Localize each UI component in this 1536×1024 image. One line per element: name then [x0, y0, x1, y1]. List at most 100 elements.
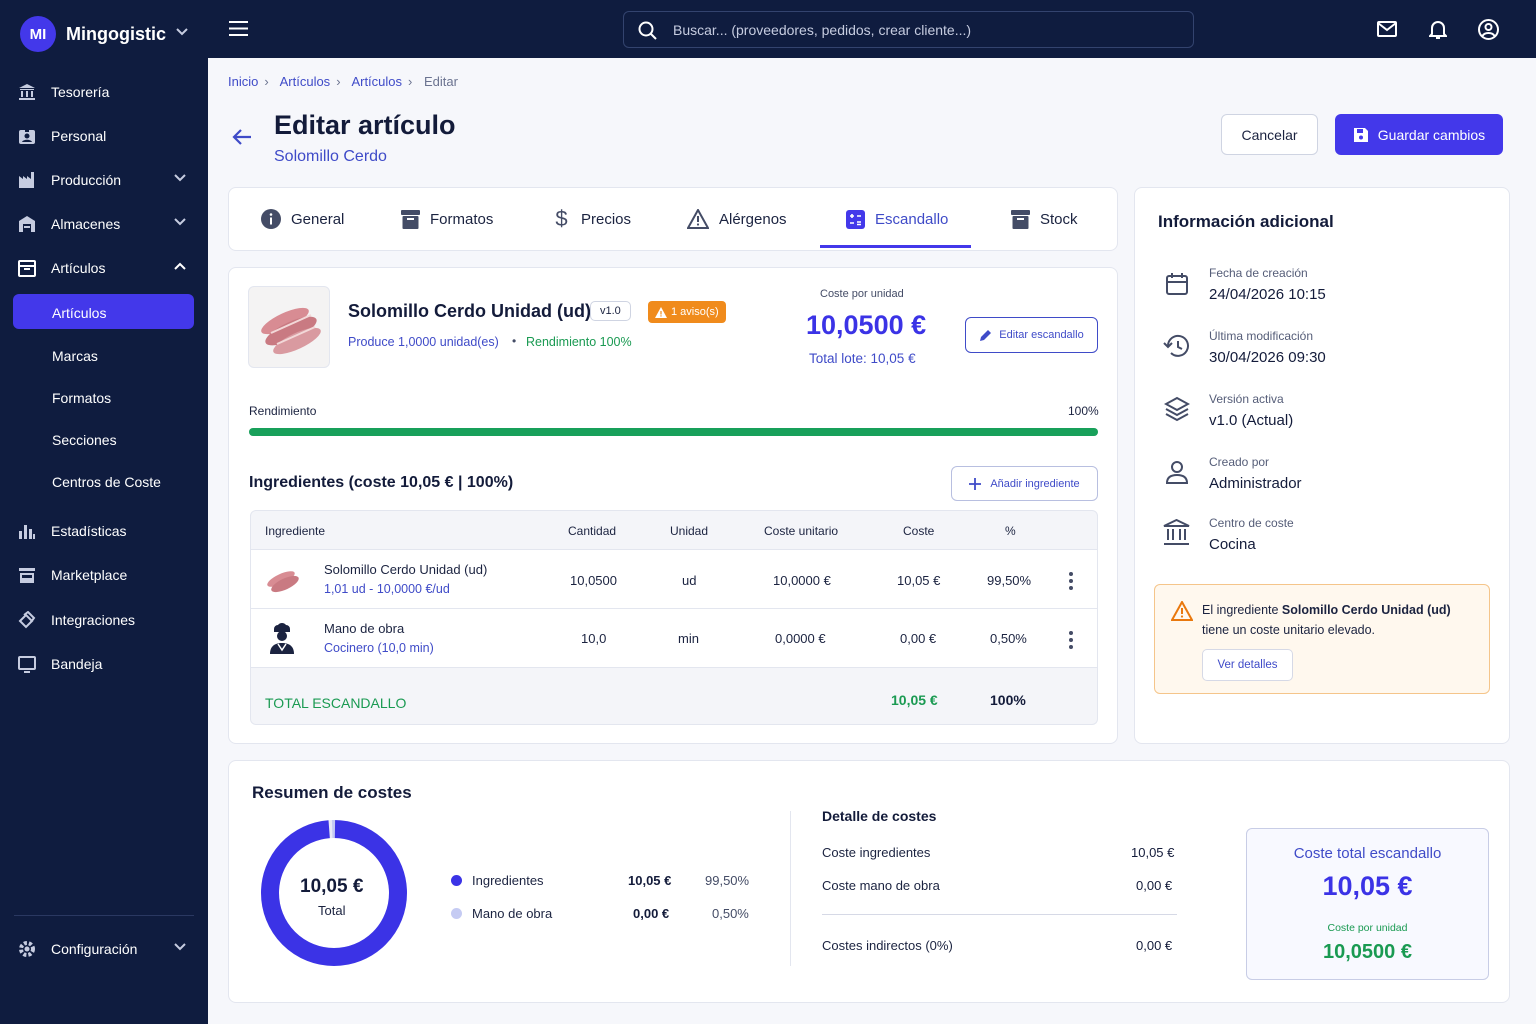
box-icon — [1011, 209, 1030, 229]
sidebar-subitem-active-bg — [13, 294, 194, 329]
bell-icon[interactable] — [1429, 19, 1447, 40]
sidebar-item-label: Tesorería — [51, 84, 110, 100]
donut-center-label: Total — [318, 903, 346, 918]
ingredients-title: Ingredientes (coste 10,05 € | 100%) — [249, 474, 514, 491]
cost-donut-chart — [261, 820, 407, 966]
sidebar-item-produccion[interactable]: Producción — [0, 160, 208, 200]
yield-text: Rendimiento 100% — [526, 335, 632, 349]
legend-dot-mano-de-obra — [451, 908, 462, 919]
tab-label: Formatos — [430, 210, 494, 228]
warning-badge[interactable]: 1 aviso(s) — [648, 301, 726, 323]
tab-formatos[interactable]: Formatos — [401, 188, 493, 250]
detail-label: Coste ingredientes — [822, 845, 931, 860]
breadcrumb-articulos[interactable]: Artículos — [279, 74, 331, 89]
sidebar-subitem-articulos[interactable]: Artículos — [52, 305, 107, 321]
sidebar-item-marketplace[interactable]: Marketplace — [0, 555, 208, 595]
bullet-separator: • — [512, 334, 517, 348]
info-value: 24/04/2026 10:15 — [1209, 286, 1326, 303]
sidebar-divider — [14, 915, 194, 916]
breadcrumb-inicio[interactable]: Inicio — [228, 74, 259, 89]
chevron-down-icon[interactable] — [176, 28, 188, 36]
unit-cost-value: 10,0500 € — [1323, 941, 1412, 963]
legend-name: Ingredientes — [472, 873, 544, 888]
ingredient-cost: 0,00 € — [900, 631, 937, 646]
table-row[interactable]: Solomillo Cerdo Unidad (ud) 1,01 ud - 10… — [250, 550, 1098, 609]
yield-progress-fill — [249, 428, 1098, 436]
chevron-down-icon — [174, 943, 186, 951]
warning-text: El ingrediente Solomillo Cerdo Unidad (u… — [1202, 600, 1482, 640]
view-details-button[interactable]: Ver detalles — [1202, 649, 1293, 681]
donut-segment-mano-de-obra — [261, 820, 407, 966]
ingredient-unit-cost: 10,0000 € — [773, 573, 831, 588]
sidebar-item-integraciones[interactable]: Integraciones — [0, 600, 208, 640]
info-card: Información adicional Fecha de creación … — [1134, 187, 1510, 744]
info-label: Fecha de creación — [1209, 266, 1308, 280]
save-button[interactable]: Guardar cambios — [1335, 114, 1503, 155]
add-ingredient-button[interactable]: Añadir ingrediente — [951, 466, 1098, 501]
info-value: v1.0 (Actual) — [1209, 412, 1294, 429]
brand[interactable]: MI Mingogistic — [20, 16, 166, 52]
more-vertical-icon[interactable] — [1069, 572, 1073, 593]
sidebar-item-articulos[interactable]: Artículos — [0, 248, 208, 288]
table-row[interactable]: Mano de obra Cocinero (10,0 min) 10,0 mi… — [250, 609, 1098, 668]
sidebar-item-label: Marketplace — [51, 567, 128, 583]
total-label: TOTAL ESCANDALLO — [265, 695, 407, 711]
sidebar-item-label: Estadísticas — [51, 523, 127, 539]
tab-label: Stock — [1040, 210, 1078, 228]
sidebar-item-personal[interactable]: Personal — [0, 116, 208, 156]
ingredient-sub[interactable]: 1,01 ud - 10,0000 €/ud — [324, 582, 450, 596]
page-subtitle: Solomillo Cerdo — [274, 148, 387, 165]
tab-general[interactable]: General — [261, 188, 344, 250]
mail-icon[interactable] — [1377, 21, 1397, 37]
table-total-row: TOTAL ESCANDALLO 10,05 € 100% — [250, 668, 1098, 725]
summary-title: Resumen de costes — [252, 783, 412, 802]
sidebar-item-estadisticas[interactable]: Estadísticas — [0, 511, 208, 551]
history-icon — [1163, 334, 1189, 357]
tab-label: Precios — [581, 210, 632, 228]
more-vertical-icon[interactable] — [1069, 631, 1073, 652]
total-cost: 10,05 € — [891, 692, 938, 708]
user-icon — [1165, 461, 1189, 484]
breadcrumb-articulos-2[interactable]: Artículos — [351, 74, 403, 89]
total-cost-value: 10,05 € — [1322, 871, 1413, 901]
info-title: Información adicional — [1158, 212, 1334, 231]
detail-value: 0,00 € — [1136, 938, 1173, 953]
info-label: Versión activa — [1209, 392, 1284, 406]
warning-text-post: tiene un coste unitario elevado. — [1202, 623, 1376, 637]
produce-text: Produce 1,0000 unidad(es) — [348, 335, 499, 349]
ingredient-unit-cost: 0,0000 € — [775, 631, 826, 646]
sidebar-item-tesoreria[interactable]: Tesorería — [0, 72, 208, 112]
sidebar-item-bandeja[interactable]: Bandeja — [0, 644, 208, 684]
sidebar-subitem-marcas[interactable]: Marcas — [52, 348, 98, 364]
product-image — [248, 286, 330, 368]
sidebar-item-label: Bandeja — [51, 656, 103, 672]
chevron-down-icon — [174, 174, 186, 182]
bank-icon — [1163, 519, 1190, 545]
user-icon[interactable] — [1478, 19, 1499, 40]
warning-text-bold: Solomillo Cerdo Unidad (ud) — [1281, 603, 1451, 617]
sidebar-item-configuracion[interactable]: Configuración — [0, 929, 208, 969]
detail-divider — [822, 914, 1177, 915]
total-cost-box: Coste total escandallo 10,05 € Coste por… — [1246, 828, 1489, 980]
search-icon — [638, 21, 657, 40]
yield-progress-track — [249, 428, 1098, 436]
tab-escandallo[interactable]: Escandallo — [846, 188, 948, 250]
sidebar-subitem-centros-coste[interactable]: Centros de Coste — [52, 474, 161, 490]
bar-chart-icon — [19, 525, 35, 539]
sidebar-subitem-secciones[interactable]: Secciones — [52, 432, 117, 448]
search-input[interactable]: Buscar... (proveedores, pedidos, crear c… — [623, 11, 1194, 48]
warning-triangle-icon — [687, 209, 709, 229]
tab-precios[interactable]: $ Precios — [552, 188, 631, 250]
sidebar-item-almacenes[interactable]: Almacenes — [0, 204, 208, 244]
edit-escandallo-button[interactable]: Editar escandallo — [965, 317, 1098, 353]
factory-icon — [19, 172, 34, 188]
ingredient-sub[interactable]: Cocinero (10,0 min) — [324, 641, 434, 655]
info-value: Cocina — [1209, 536, 1256, 553]
info-value: Administrador — [1209, 475, 1302, 492]
cancel-button[interactable]: Cancelar — [1221, 114, 1318, 155]
tab-stock[interactable]: Stock — [1011, 188, 1078, 250]
sidebar-subitem-formatos[interactable]: Formatos — [52, 390, 112, 406]
tab-alergenos[interactable]: Alérgenos — [687, 188, 787, 250]
menu-icon[interactable] — [229, 21, 248, 36]
back-arrow-icon[interactable] — [232, 128, 252, 146]
